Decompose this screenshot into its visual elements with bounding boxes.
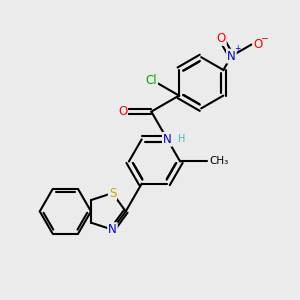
Text: N: N	[108, 223, 117, 236]
Text: O: O	[118, 105, 127, 118]
Text: S: S	[109, 187, 116, 200]
Text: N: N	[227, 50, 236, 63]
Text: CH₃: CH₃	[209, 157, 228, 166]
Text: O: O	[253, 38, 262, 51]
Text: N: N	[163, 133, 172, 146]
Text: Cl: Cl	[146, 74, 157, 87]
Text: O: O	[217, 32, 226, 45]
Text: −: −	[261, 34, 269, 44]
Text: H: H	[178, 134, 185, 144]
Text: +: +	[234, 44, 240, 53]
